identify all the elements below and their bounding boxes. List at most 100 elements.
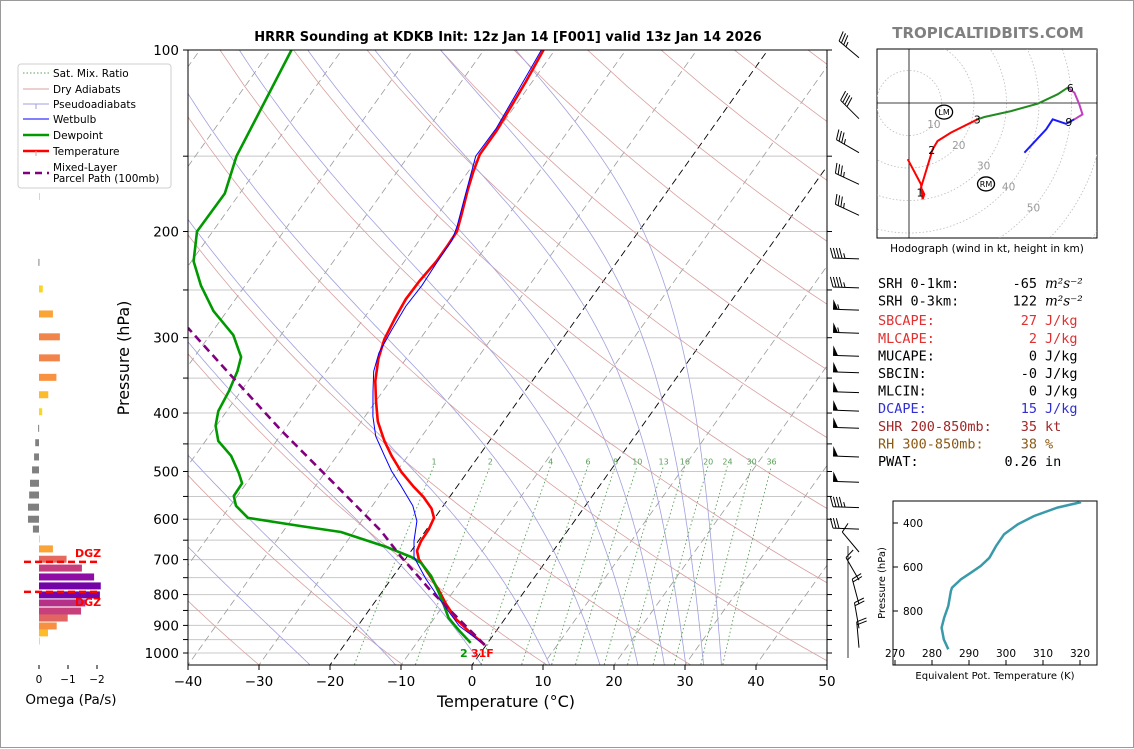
barb-pennant: [833, 446, 838, 456]
theta-e-x-tick-label: 270: [885, 648, 905, 660]
stat-unit: in: [1045, 454, 1061, 470]
theta-e-x-tick-label: 320: [1070, 648, 1090, 660]
storm-motion-rm-label: RM: [980, 180, 993, 189]
legend-label: Parcel Path (100mb): [53, 173, 159, 185]
barb-half-flag: [844, 172, 845, 177]
omega-bar: [39, 285, 43, 292]
barb-flag: [839, 248, 842, 258]
theta-e-y-label: Pressure (hPa): [877, 547, 888, 619]
stat-label: MLCAPE:: [878, 331, 935, 347]
theta-e-x-tick-label: 310: [1033, 648, 1053, 660]
wind-barb: [836, 130, 859, 153]
y-tick-label: 500: [153, 464, 179, 480]
stat-unit: J/kg: [1045, 366, 1078, 382]
wind-barbs: [830, 31, 866, 658]
barb-half-flag: [844, 139, 845, 144]
stat-unit: J/kg: [1045, 348, 1078, 364]
barb-half-flag: [838, 328, 839, 333]
omega-tick-label: 0: [36, 674, 43, 686]
x-tick-label: 30: [676, 674, 693, 690]
barb-flag: [835, 163, 837, 173]
barb-flag: [836, 248, 839, 258]
mixing-ratio-label: 4: [548, 458, 553, 467]
theta-e-frame: [893, 501, 1097, 665]
omega-bar: [28, 516, 39, 523]
stat-value: 2: [1029, 331, 1037, 347]
barb-half-flag: [846, 42, 848, 47]
barb-staff: [841, 100, 859, 118]
stat-value: 0.26: [1004, 454, 1037, 470]
omega-bar: [39, 354, 60, 361]
hodograph-height-label: 6: [1067, 82, 1074, 95]
omega-bar: [39, 637, 40, 644]
barb-pennant: [833, 471, 838, 481]
hodograph-height-label: 2: [928, 144, 935, 157]
mixing-ratio-label: 24: [722, 458, 732, 467]
barb-flag: [838, 195, 840, 205]
omega-tick-label: −2: [89, 674, 104, 686]
wind-barb: [839, 31, 859, 57]
legend-label: Pseudoadiabats: [53, 99, 136, 111]
barb-flag: [841, 166, 843, 176]
stat-label: SBCIN:: [878, 366, 927, 382]
pseudoadiabat-line: [239, 50, 638, 668]
stat-value: 15: [1021, 401, 1037, 417]
y-tick-label: 700: [153, 553, 179, 569]
wind-barb: [835, 194, 859, 215]
stat-unit: %: [1045, 436, 1053, 452]
barb-flag: [830, 497, 833, 507]
omega-bar: [39, 535, 40, 542]
barb-flag: [833, 518, 836, 528]
omega-bar: [39, 545, 53, 552]
omega-bar: [28, 504, 39, 511]
pseudoadiabat-line: [308, 50, 665, 668]
omega-bar: [35, 439, 39, 446]
barb-pennant: [833, 382, 838, 392]
theta-e-x-tick-label: 300: [996, 648, 1016, 660]
barb-half-flag: [844, 253, 845, 258]
surface-dewpoint-label: 2: [460, 647, 468, 660]
dry-adiabat-line: [147, 50, 841, 668]
barb-staff: [833, 528, 859, 529]
hodograph-caption: Hodograph (wind in kt, height in km): [890, 243, 1084, 255]
chart-title: HRRR Sounding at KDKB Init: 12z Jan 14 […: [254, 30, 761, 45]
barb-flag: [836, 497, 839, 507]
stat-unit: m²s⁻²: [1045, 294, 1083, 310]
stat-label: SBCAPE:: [878, 313, 935, 329]
stat-unit: m²s⁻²: [1045, 276, 1083, 292]
omega-bar: [39, 310, 53, 317]
x-tick-label: 40: [747, 674, 764, 690]
dgz-bottom-label: DGZ: [75, 596, 101, 609]
wind-barb: [830, 277, 859, 288]
pseudoadiabat-line: [375, 50, 686, 668]
hodograph-ring-label: 40: [1002, 182, 1015, 194]
x-tick-label: −10: [387, 674, 416, 690]
isotherm-line: [186, 37, 636, 669]
wind-barb: [830, 518, 859, 529]
barb-flag: [842, 133, 844, 143]
omega-bar: [33, 526, 39, 533]
barb-pennant: [833, 417, 838, 427]
mixing-ratio-label: 13: [659, 458, 669, 467]
omega-bar: [29, 492, 39, 499]
barb-half-flag: [838, 304, 839, 309]
stat-unit: J/kg: [1045, 313, 1078, 329]
mixing-ratio-label: 16: [680, 458, 690, 467]
barb-flag: [836, 277, 839, 287]
barb-pennant: [833, 299, 838, 309]
hodograph-ring-label: 30: [977, 161, 990, 173]
y-tick-label: 800: [153, 588, 179, 604]
stat-value: 122: [1013, 294, 1037, 310]
barb-staff: [842, 532, 859, 552]
dewpoint-line: [194, 50, 471, 643]
x-tick-label: −40: [174, 674, 203, 690]
stat-label: SHR 200-850mb:: [878, 419, 992, 435]
legend-label: Temperature: [52, 146, 120, 158]
barb-flag: [846, 550, 853, 558]
wind-barb: [841, 91, 859, 119]
hodograph-frame: [877, 49, 1097, 238]
y-tick-label: 300: [153, 331, 179, 347]
wind-barb: [833, 322, 859, 333]
